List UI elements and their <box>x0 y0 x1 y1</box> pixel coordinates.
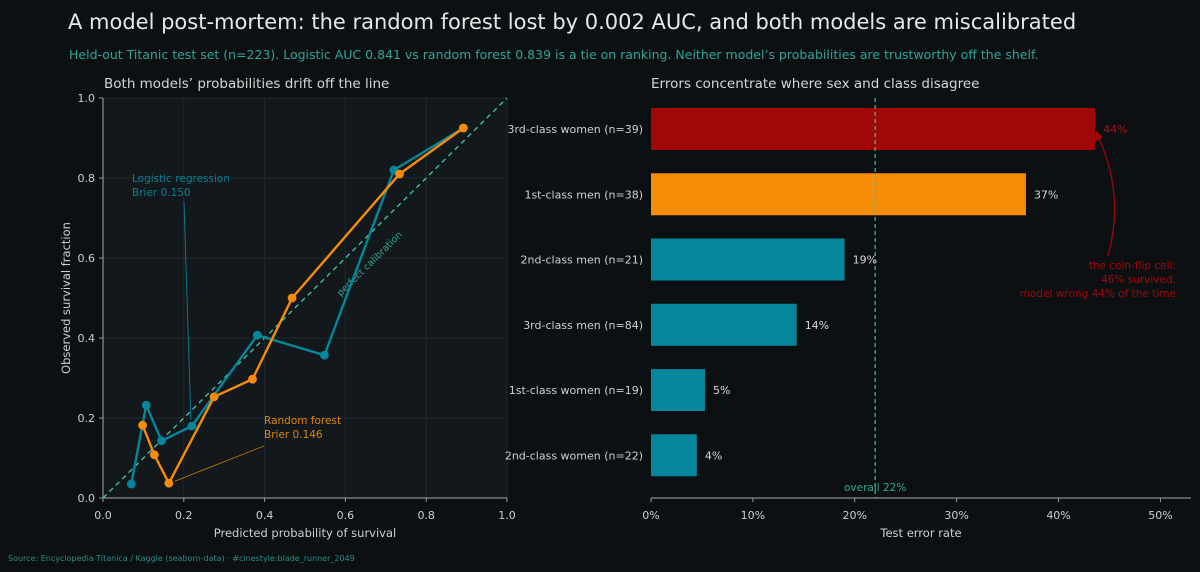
random-forest-point <box>458 123 468 133</box>
random-forest-point <box>138 420 147 430</box>
logistic-regression-pointer <box>183 201 192 421</box>
random-forest-point <box>395 169 404 179</box>
calibration-x-axis-label: Predicted probability of survival <box>214 526 396 540</box>
error-rate-category-label: 3rd-class women (n=39) <box>507 123 643 136</box>
error-rate-bar <box>651 303 797 346</box>
error-rate-value-label: 19% <box>853 254 877 267</box>
error-rate-category-label: 1st-class men (n=38) <box>524 188 643 201</box>
logistic-regression-point <box>252 330 262 340</box>
error-rate-category-label: 2nd-class men (n=21) <box>521 254 643 267</box>
error-rate-bar <box>651 108 1096 150</box>
coin-flip-arrowhead <box>1095 131 1103 142</box>
random-forest-point <box>164 478 174 488</box>
error-rate-bar <box>651 238 845 281</box>
calibration-y-tick-label: 0.8 <box>78 172 96 185</box>
logistic-regression-line <box>130 126 465 486</box>
error-rate-category-label: 3rd-class men (n=84) <box>523 319 643 332</box>
logistic-regression-point <box>157 436 166 446</box>
error-rate-x-tick-label: 50% <box>1148 509 1172 522</box>
error-rate-value-label: 14% <box>805 319 829 332</box>
error-rate-bar <box>651 434 697 477</box>
calibration-x-tick-label: 0.6 <box>337 509 355 522</box>
overall-error-reference: overall 22% <box>844 98 906 498</box>
error-rate-chart-title: Errors concentrate where sex and class d… <box>651 76 979 92</box>
logistic-regression-brier: Brier 0.150 <box>132 187 191 199</box>
error-rate-category-label: 1st-class women (n=19) <box>509 384 643 397</box>
logistic-regression-label: Logistic regression <box>132 173 230 185</box>
error-rate-value-label: 4% <box>705 449 722 462</box>
coin-flip-annotation-line: the coin-flip cell: <box>1089 260 1176 272</box>
random-forest-point <box>209 392 219 402</box>
error-rate-bar <box>651 173 1026 216</box>
logistic-regression-point <box>187 421 197 431</box>
calibration-x-tick-label: 0.2 <box>175 509 193 522</box>
calibration-x-tick-label: 0.8 <box>417 509 435 522</box>
calibration-chart: Both models’ probabilities drift off the… <box>59 76 516 540</box>
error-rate-x-tick-label: 30% <box>944 509 968 522</box>
perfect-calibration-diagonal <box>102 97 508 499</box>
calibration-y-tick-label: 0.2 <box>78 412 96 425</box>
random-forest-line <box>141 126 465 485</box>
calibration-y-tick-label: 1.0 <box>78 92 96 105</box>
error-rate-x-tick-label: 20% <box>843 509 867 522</box>
calibration-x-tick-label: 0.0 <box>94 509 112 522</box>
random-forest-point <box>248 374 257 384</box>
error-rate-annotations: the coin-flip cell: 46% survived, model wr… <box>1020 131 1176 300</box>
logistic-regression-point <box>141 400 151 410</box>
calibration-series <box>126 123 468 489</box>
error-rate-bar <box>651 369 705 412</box>
calibration-y-tick-label: 0.6 <box>78 252 96 265</box>
random-forest-pointer <box>174 445 265 482</box>
error-rate-category-label: 2nd-class women (n=22) <box>505 449 643 462</box>
error-rate-x-tick-label: 40% <box>1046 509 1070 522</box>
coin-flip-annotation-line: model wrong 44% of the time <box>1020 288 1176 300</box>
calibration-annotations: Logistic regression Brier 0.150 Random for… <box>132 173 341 482</box>
error-rate-value-label: 5% <box>713 384 730 397</box>
calibration-tick-labels: 0.0 0.0 0.2 0.2 0.4 0.4 0.6 0.6 0.8 0.8 1.0 1.0 <box>78 92 516 522</box>
coin-flip-annotation-line: 46% survived, <box>1101 274 1176 286</box>
error-rate-axis: 0% 10% 20% 30% 40% 50% <box>642 497 1191 522</box>
random-forest-point <box>149 450 159 460</box>
coin-flip-arrow <box>1097 135 1116 257</box>
overall-error-label: overall 22% <box>844 482 906 494</box>
error-rate-x-axis-label: Test error rate <box>879 526 961 540</box>
error-rate-x-tick-label: 0% <box>642 509 659 522</box>
figure-title: A model post-mortem: the random forest l… <box>68 10 1076 34</box>
calibration-y-tick-label: 0.0 <box>78 492 96 505</box>
error-rate-x-tick-label: 10% <box>741 509 765 522</box>
calibration-axes <box>102 98 507 499</box>
calibration-x-tick-label: 0.4 <box>256 509 274 522</box>
random-forest-point <box>287 293 297 303</box>
calibration-y-axis-label: Observed survival fraction <box>59 222 73 374</box>
source-note: Source: Encyclopedia Titanica / Kaggle (… <box>8 554 355 563</box>
calibration-chart-title: Both models’ probabilities drift off the… <box>104 76 389 92</box>
logistic-regression-point <box>319 350 329 360</box>
calibration-y-tick-label: 0.4 <box>78 332 96 345</box>
logistic-regression-point <box>126 479 136 489</box>
error-rate-bars: 3rd-class women (n=39) 44% 1st-class men (… <box>505 108 1128 477</box>
calibration-x-tick-label: 1.0 <box>498 509 516 522</box>
random-forest-label: Random forest <box>264 415 341 427</box>
error-rate-chart: Errors concentrate where sex and class d… <box>505 76 1191 540</box>
figure-subtitle: Held-out Titanic test set (n=223). Logis… <box>69 47 1038 62</box>
error-rate-value-label: 37% <box>1034 188 1058 201</box>
random-forest-brier: Brier 0.146 <box>264 429 323 441</box>
error-rate-value-label: 44% <box>1103 123 1127 136</box>
